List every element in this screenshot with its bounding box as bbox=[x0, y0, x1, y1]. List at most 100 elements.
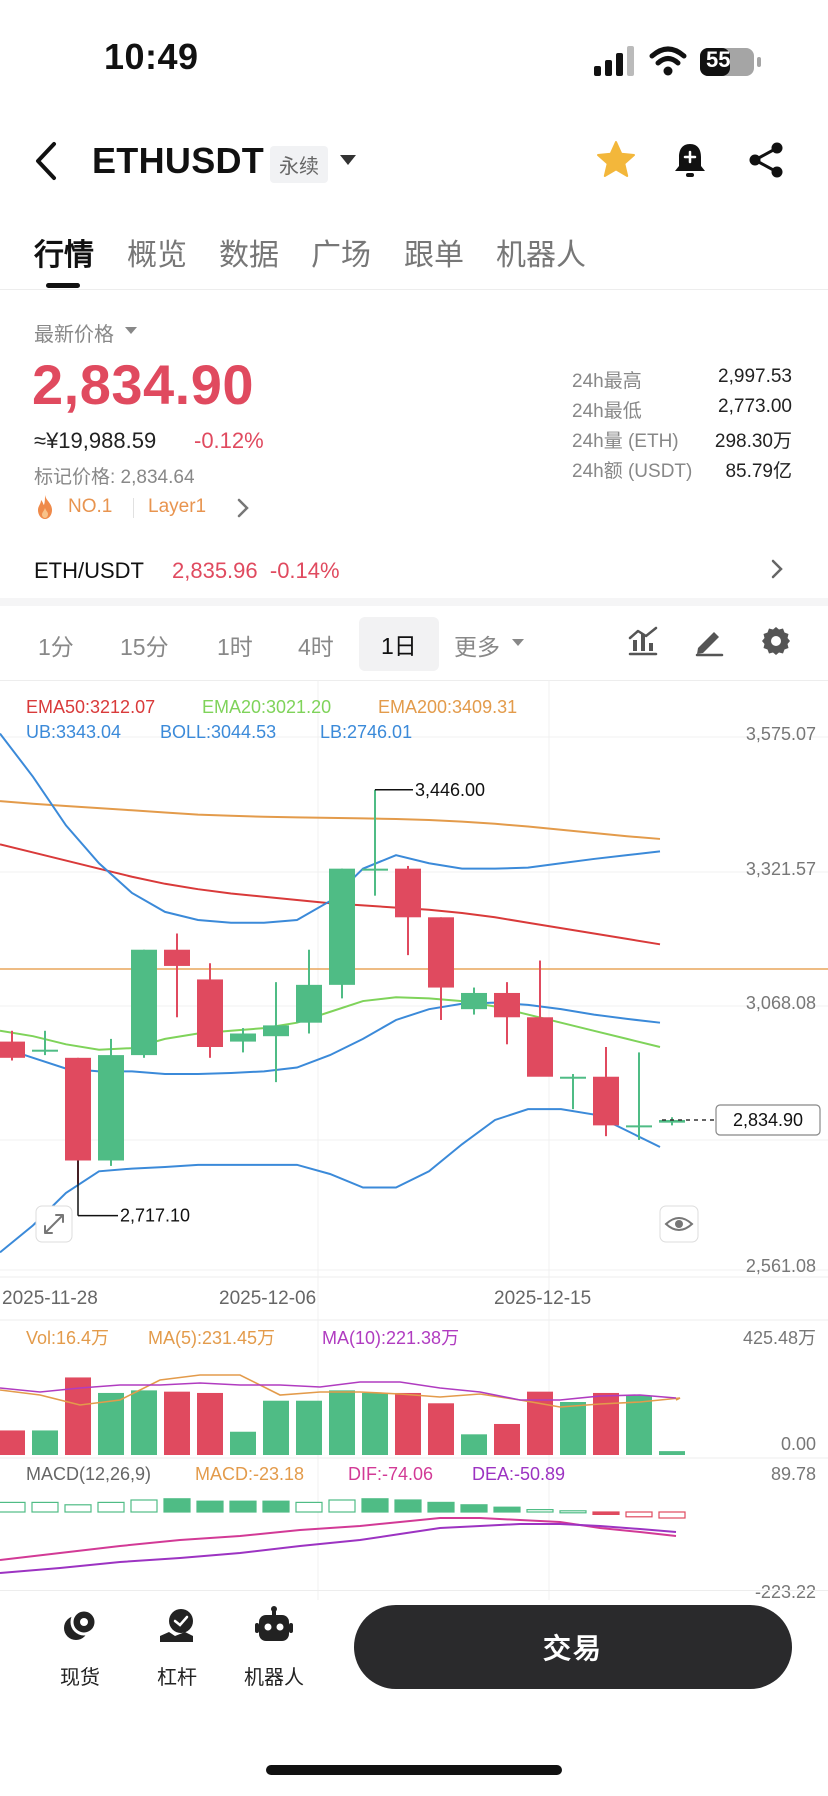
volume-bar bbox=[296, 1400, 322, 1455]
draw-tool-icon[interactable] bbox=[692, 624, 726, 658]
volume-y-tick: 425.48万 bbox=[743, 1328, 816, 1348]
boll-lower-line bbox=[0, 1108, 661, 1254]
tab-copy-trading[interactable]: 跟单 bbox=[404, 239, 464, 272]
rank-badge[interactable]: NO.1 bbox=[68, 496, 113, 517]
favorite-star-icon[interactable] bbox=[594, 138, 638, 182]
interval-1d[interactable]: 1日 bbox=[359, 617, 439, 671]
status-icons bbox=[594, 46, 761, 76]
macd-bar bbox=[196, 1500, 224, 1513]
candle-body bbox=[296, 984, 322, 1023]
volume-label: Vol:16.4万 bbox=[26, 1328, 109, 1348]
candle-body bbox=[593, 1076, 619, 1126]
volume-bars bbox=[0, 1377, 685, 1455]
share-icon[interactable] bbox=[744, 138, 788, 182]
nav-margin[interactable]: 杠杆 bbox=[137, 1606, 217, 1690]
macd-bar bbox=[658, 1511, 686, 1519]
ema20-line bbox=[0, 996, 661, 1051]
fullscreen-expand-icon[interactable] bbox=[35, 1205, 73, 1243]
interval-4h[interactable]: 4时 bbox=[298, 634, 334, 660]
visibility-eye-icon[interactable] bbox=[659, 1205, 699, 1243]
macd-bar bbox=[229, 1500, 257, 1513]
macd-bar bbox=[625, 1511, 653, 1518]
back-button[interactable] bbox=[28, 138, 68, 184]
interval-1h[interactable]: 1时 bbox=[217, 634, 253, 660]
price-chart[interactable]: EMA50:3212.07 EMA20:3021.20 EMA200:3409.… bbox=[0, 680, 828, 1600]
macd-bar bbox=[460, 1504, 488, 1513]
volume-bar bbox=[65, 1377, 91, 1455]
volume-bar bbox=[0, 1430, 25, 1455]
nav-margin-label: 杠杆 bbox=[157, 1667, 197, 1689]
contract-type-tag: 永续 bbox=[270, 146, 328, 183]
nav-spot[interactable]: 现货 bbox=[40, 1606, 120, 1690]
interval-more[interactable]: 更多 bbox=[454, 634, 500, 660]
chart-settings-gear-icon[interactable] bbox=[759, 624, 793, 658]
tab-bots[interactable]: 机器人 bbox=[496, 239, 586, 272]
macd-bar bbox=[31, 1501, 59, 1513]
macd-bar bbox=[262, 1500, 290, 1513]
trade-button[interactable]: 交易 bbox=[354, 1605, 792, 1689]
mark-price: 标记价格: 2,834.64 bbox=[34, 467, 195, 488]
indicator-icon[interactable] bbox=[626, 624, 660, 658]
macd-bar bbox=[130, 1499, 158, 1513]
macd-bar bbox=[361, 1498, 389, 1513]
volume-bar bbox=[362, 1392, 388, 1455]
volume-bar bbox=[131, 1390, 157, 1455]
high-label: 3,446.00 bbox=[415, 780, 485, 800]
x-tick: 2025-12-15 bbox=[494, 1288, 591, 1309]
volume-ma5-line bbox=[0, 1374, 681, 1408]
battery-icon bbox=[700, 48, 761, 76]
candle-body bbox=[362, 868, 388, 871]
x-tick: 2025-12-06 bbox=[219, 1288, 316, 1309]
macd-histogram bbox=[0, 1498, 686, 1519]
macd-bar bbox=[163, 1498, 191, 1513]
spot-pair[interactable]: ETH/USDT bbox=[34, 558, 144, 583]
interval-15m[interactable]: 15分 bbox=[120, 634, 169, 660]
candle-body bbox=[164, 949, 190, 966]
macd-dea-line bbox=[0, 1523, 677, 1574]
wifi-icon bbox=[649, 46, 687, 76]
macd-bar bbox=[394, 1499, 422, 1513]
stat-label-high: 24h最高 bbox=[572, 371, 642, 392]
stat-value-turnover: 85.79亿 bbox=[725, 461, 792, 482]
macd-bar bbox=[328, 1499, 356, 1513]
interval-1m[interactable]: 1分 bbox=[38, 634, 74, 660]
category-tag[interactable]: Layer1 bbox=[148, 496, 207, 517]
macd-bar bbox=[493, 1506, 521, 1513]
stat-value-low: 2,773.00 bbox=[718, 396, 792, 417]
chevron-right-icon[interactable] bbox=[236, 498, 250, 518]
spot-price-change[interactable]: 2,835.96 -0.14% bbox=[172, 558, 340, 583]
tab-square[interactable]: 广场 bbox=[311, 239, 371, 272]
tab-market[interactable]: 行情 bbox=[34, 239, 94, 272]
boll-mid-label: BOLL:3044.53 bbox=[160, 722, 276, 742]
candle-body bbox=[428, 917, 454, 988]
volume-y-tick: 0.00 bbox=[781, 1434, 816, 1454]
candle-body bbox=[494, 992, 520, 1018]
macd-bar bbox=[97, 1501, 125, 1513]
volume-bar bbox=[32, 1430, 58, 1455]
symbol-title[interactable]: ETHUSDT bbox=[92, 140, 265, 181]
ema50-label: EMA50:3212.07 bbox=[26, 697, 155, 717]
candle-body bbox=[263, 1025, 289, 1037]
status-time: 10:49 bbox=[104, 36, 199, 77]
last-price-label[interactable]: 最新价格 bbox=[34, 324, 114, 346]
candle-body bbox=[329, 868, 355, 985]
volume-ma10-label: MA(10):221.38万 bbox=[322, 1328, 459, 1348]
tab-overview[interactable]: 概览 bbox=[127, 239, 187, 272]
volume-bar bbox=[461, 1434, 487, 1455]
macd-value: MACD:-23.18 bbox=[195, 1464, 304, 1484]
boll-ub-label: UB:3343.04 bbox=[26, 722, 121, 742]
volume-bar bbox=[329, 1390, 355, 1455]
nav-robot[interactable]: 机器人 bbox=[234, 1606, 314, 1690]
volume-bar bbox=[263, 1400, 289, 1455]
symbol-dropdown-icon[interactable] bbox=[340, 155, 356, 165]
macd-label: MACD(12,26,9) bbox=[26, 1464, 151, 1484]
price-type-dropdown-icon[interactable] bbox=[125, 327, 137, 334]
price-alert-icon[interactable] bbox=[668, 138, 712, 182]
more-dropdown-icon[interactable] bbox=[512, 639, 524, 646]
candle-body bbox=[659, 1120, 685, 1123]
candle-body bbox=[560, 1076, 586, 1079]
spot-chevron-right-icon[interactable] bbox=[770, 558, 784, 580]
tab-data[interactable]: 数据 bbox=[219, 239, 279, 272]
macd-bar bbox=[592, 1511, 620, 1516]
current-price-tag bbox=[715, 1104, 821, 1136]
